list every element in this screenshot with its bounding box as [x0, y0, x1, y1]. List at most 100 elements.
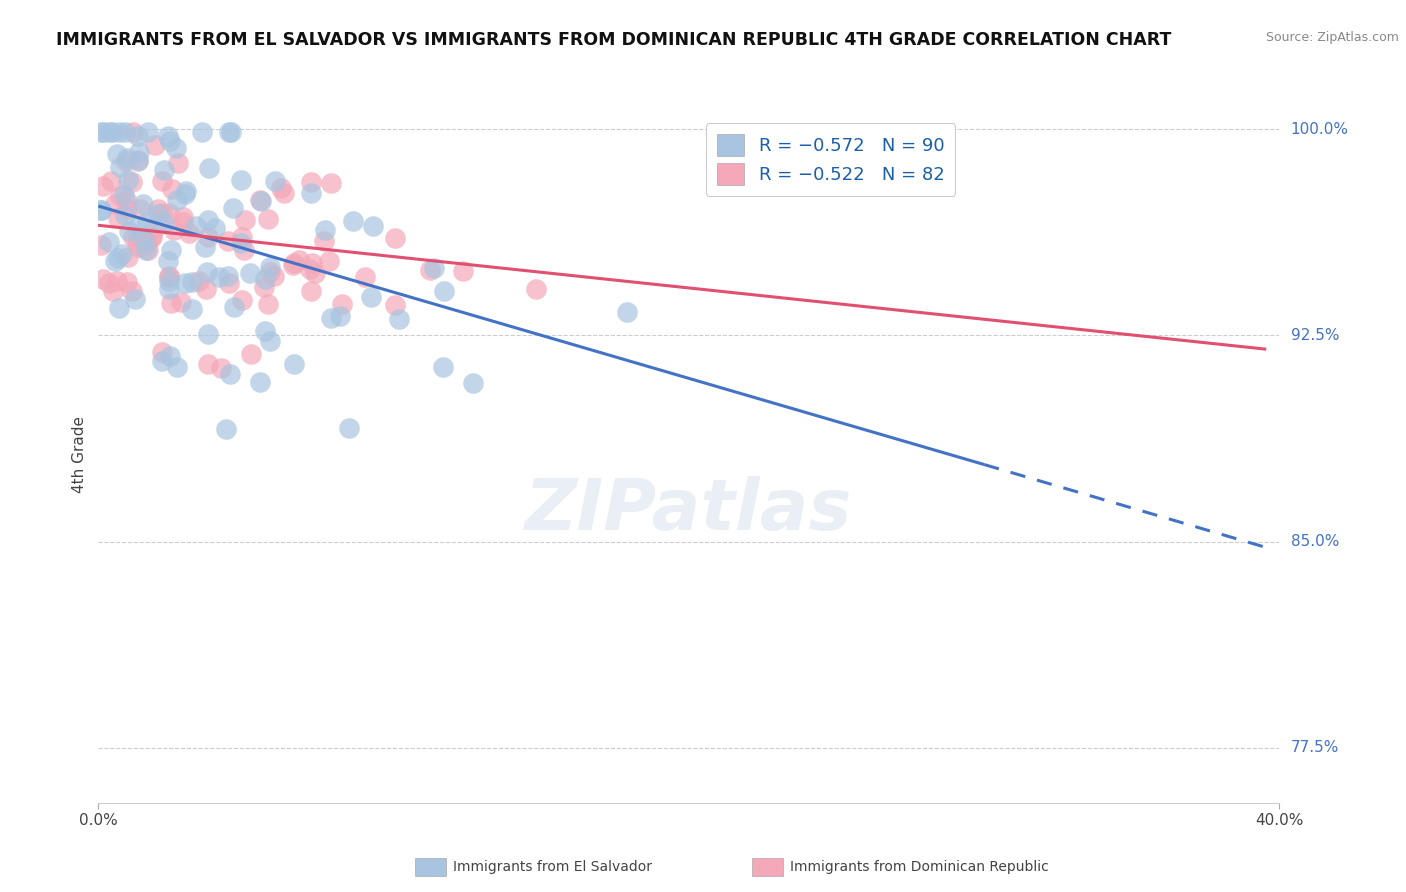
- Point: [150, 353, 173, 368]
- Point: [329, 310, 352, 324]
- Point: [209, 360, 232, 375]
- Point: [157, 205, 180, 219]
- Point: [141, 229, 163, 244]
- Point: [259, 265, 281, 279]
- Point: [318, 253, 340, 268]
- Point: [301, 255, 323, 269]
- Point: [138, 125, 160, 139]
- Text: 92.5%: 92.5%: [1291, 327, 1339, 343]
- Point: [232, 244, 254, 258]
- Point: [90, 125, 112, 139]
- Point: [156, 253, 179, 268]
- Point: [136, 244, 159, 258]
- Point: [90, 202, 112, 217]
- Point: [218, 276, 240, 290]
- Point: [176, 184, 198, 198]
- Point: [253, 279, 276, 293]
- Point: [150, 173, 173, 187]
- Point: [107, 251, 129, 265]
- Point: [197, 230, 219, 244]
- Point: [124, 292, 146, 306]
- Point: [215, 422, 238, 436]
- Point: [167, 155, 190, 169]
- Point: [239, 266, 262, 280]
- Point: [433, 285, 456, 299]
- Point: [384, 298, 406, 312]
- Point: [432, 359, 454, 374]
- Point: [263, 174, 285, 188]
- Text: Source: ZipAtlas.com: Source: ZipAtlas.com: [1265, 31, 1399, 45]
- Point: [208, 270, 231, 285]
- Point: [172, 210, 194, 224]
- Point: [139, 229, 162, 244]
- Point: [249, 193, 271, 207]
- Point: [159, 134, 181, 148]
- Point: [181, 302, 204, 317]
- Point: [91, 178, 114, 193]
- Point: [148, 207, 170, 221]
- Point: [304, 266, 326, 280]
- Point: [332, 297, 354, 311]
- Point: [451, 264, 474, 278]
- Point: [97, 277, 120, 291]
- Point: [114, 125, 136, 139]
- Point: [166, 360, 188, 375]
- Point: [157, 268, 180, 283]
- Text: IMMIGRANTS FROM EL SALVADOR VS IMMIGRANTS FROM DOMINICAN REPUBLIC 4TH GRADE CORR: IMMIGRANTS FROM EL SALVADOR VS IMMIGRANT…: [56, 31, 1171, 49]
- Point: [179, 226, 201, 240]
- Point: [127, 128, 149, 143]
- Point: [157, 270, 180, 285]
- Point: [110, 189, 132, 203]
- Point: [107, 301, 129, 316]
- Point: [115, 275, 138, 289]
- Point: [152, 162, 174, 177]
- Point: [121, 284, 143, 298]
- Point: [117, 250, 139, 264]
- Point: [181, 275, 204, 289]
- Point: [159, 295, 181, 310]
- Point: [229, 173, 252, 187]
- Point: [281, 258, 304, 272]
- Point: [257, 297, 280, 311]
- Text: Immigrants from Dominican Republic: Immigrants from Dominican Republic: [790, 860, 1049, 874]
- Point: [172, 215, 194, 229]
- Point: [115, 154, 138, 169]
- Point: [127, 240, 149, 254]
- Point: [219, 367, 242, 381]
- Point: [152, 216, 174, 230]
- Point: [118, 224, 141, 238]
- Point: [388, 311, 411, 326]
- Point: [217, 269, 239, 284]
- Point: [121, 125, 143, 139]
- Point: [159, 350, 181, 364]
- Point: [157, 274, 180, 288]
- Point: [135, 236, 157, 251]
- Point: [129, 202, 152, 216]
- Point: [122, 229, 145, 244]
- Point: [239, 346, 262, 360]
- Text: Immigrants from El Salvador: Immigrants from El Salvador: [453, 860, 652, 874]
- Point: [197, 212, 219, 227]
- Point: [221, 125, 243, 139]
- Point: [136, 215, 159, 229]
- Point: [104, 197, 127, 211]
- Point: [222, 300, 245, 314]
- Point: [283, 357, 305, 371]
- Point: [319, 176, 342, 190]
- Point: [166, 193, 188, 207]
- Point: [101, 284, 124, 298]
- Point: [204, 220, 226, 235]
- Point: [101, 125, 124, 139]
- Point: [125, 234, 148, 248]
- Point: [314, 223, 336, 237]
- Point: [117, 202, 139, 216]
- Point: [321, 310, 343, 325]
- Point: [217, 234, 239, 248]
- Point: [197, 326, 219, 341]
- Point: [259, 334, 281, 348]
- Point: [191, 125, 214, 139]
- Point: [257, 212, 280, 227]
- Point: [108, 160, 131, 174]
- Point: [150, 344, 173, 359]
- Point: [132, 196, 155, 211]
